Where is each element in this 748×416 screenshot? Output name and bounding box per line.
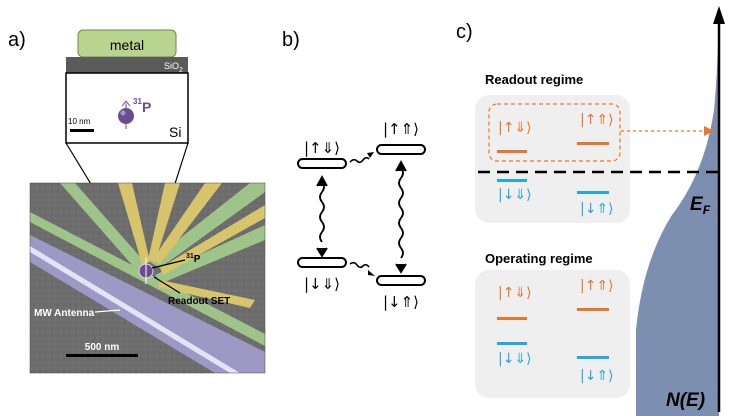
substrate-label: Si xyxy=(169,124,181,140)
dos-label: N(E) xyxy=(666,390,705,411)
oxide-layer: SiO2 xyxy=(66,57,188,74)
panel-b-label: b) xyxy=(282,29,300,51)
readout-selection-box xyxy=(488,103,621,162)
readout-set-label: Readout SET xyxy=(168,296,230,307)
operating-level-up-up xyxy=(577,308,609,311)
sem-image xyxy=(30,183,265,373)
panel-a-label: a) xyxy=(8,29,26,51)
transition-vertical-right xyxy=(395,160,407,274)
metal-gate: metal xyxy=(77,29,177,58)
metal-label: metal xyxy=(110,37,144,53)
readout-level-down-down xyxy=(497,179,527,182)
transition-bottom-diagonal xyxy=(349,261,370,269)
sem-scale-label: 500 nm xyxy=(85,342,120,353)
operating-ket-up-down: |↑⇓⟩ xyxy=(498,285,532,301)
operating-level-up-down xyxy=(497,317,527,320)
tunnel-arrowhead xyxy=(704,126,714,136)
inset-scale-bar xyxy=(70,129,94,132)
ket-up-down: |↑⇓⟩ xyxy=(304,139,340,157)
readout-ket-up-down: |↑⇓⟩ xyxy=(498,120,532,136)
level-up-down xyxy=(297,158,347,169)
operating-regime-box xyxy=(475,270,630,398)
atom-superscript: 31 xyxy=(133,97,142,106)
readout-level-up-down xyxy=(497,150,527,153)
inset-scale-label: 10 nm xyxy=(68,117,91,126)
level-down-up xyxy=(376,275,426,286)
antenna-arrow xyxy=(94,309,121,313)
fermi-label: EF xyxy=(690,194,711,217)
operating-ket-up-up: |↑⇑⟩ xyxy=(580,278,614,294)
ket-down-up: |↓⇑⟩ xyxy=(383,293,419,311)
operating-regime-title: Operating regime xyxy=(485,251,593,266)
density-of-states xyxy=(636,20,719,416)
readout-level-up-up xyxy=(577,142,609,145)
transition-bottom-arrowhead xyxy=(368,270,375,276)
readout-level-down-up xyxy=(577,191,609,194)
sem-scale-bar xyxy=(66,354,138,357)
transition-vertical-left xyxy=(316,175,328,258)
readout-regime-title: Readout regime xyxy=(485,72,583,87)
mw-antenna-label: MW Antenna xyxy=(34,308,95,319)
p-arrow xyxy=(151,259,186,269)
phosphorus-atom xyxy=(118,100,134,129)
oxide-label: SiO2 xyxy=(164,61,183,74)
ket-down-down: |↓⇓⟩ xyxy=(304,275,340,293)
transition-top-diagonal xyxy=(349,156,370,164)
operating-ket-down-down: |↓⇓⟩ xyxy=(498,351,532,367)
silicon-inset: 31 P 10 nm Si xyxy=(65,72,189,144)
readout-ket-down-up: |↓⇑⟩ xyxy=(580,201,614,217)
operating-level-down-up xyxy=(577,356,609,359)
atom-symbol: P xyxy=(142,99,151,115)
operating-ket-down-up: |↓⇑⟩ xyxy=(580,368,614,384)
panel-c-label: c) xyxy=(456,21,473,43)
readout-ket-up-up: |↑⇑⟩ xyxy=(580,112,614,128)
level-down-down xyxy=(297,257,347,268)
sem-frame xyxy=(29,182,266,374)
readout-arrow xyxy=(153,276,181,294)
transition-top-arrowhead xyxy=(367,152,374,158)
readout-ket-down-down: |↓⇓⟩ xyxy=(498,187,532,203)
operating-level-down-down xyxy=(497,342,527,345)
sem-p-label: 31P xyxy=(186,253,201,265)
ket-up-up: |↑⇑⟩ xyxy=(383,120,419,138)
level-up-up xyxy=(376,144,426,155)
energy-axis-arrowhead xyxy=(713,6,725,24)
